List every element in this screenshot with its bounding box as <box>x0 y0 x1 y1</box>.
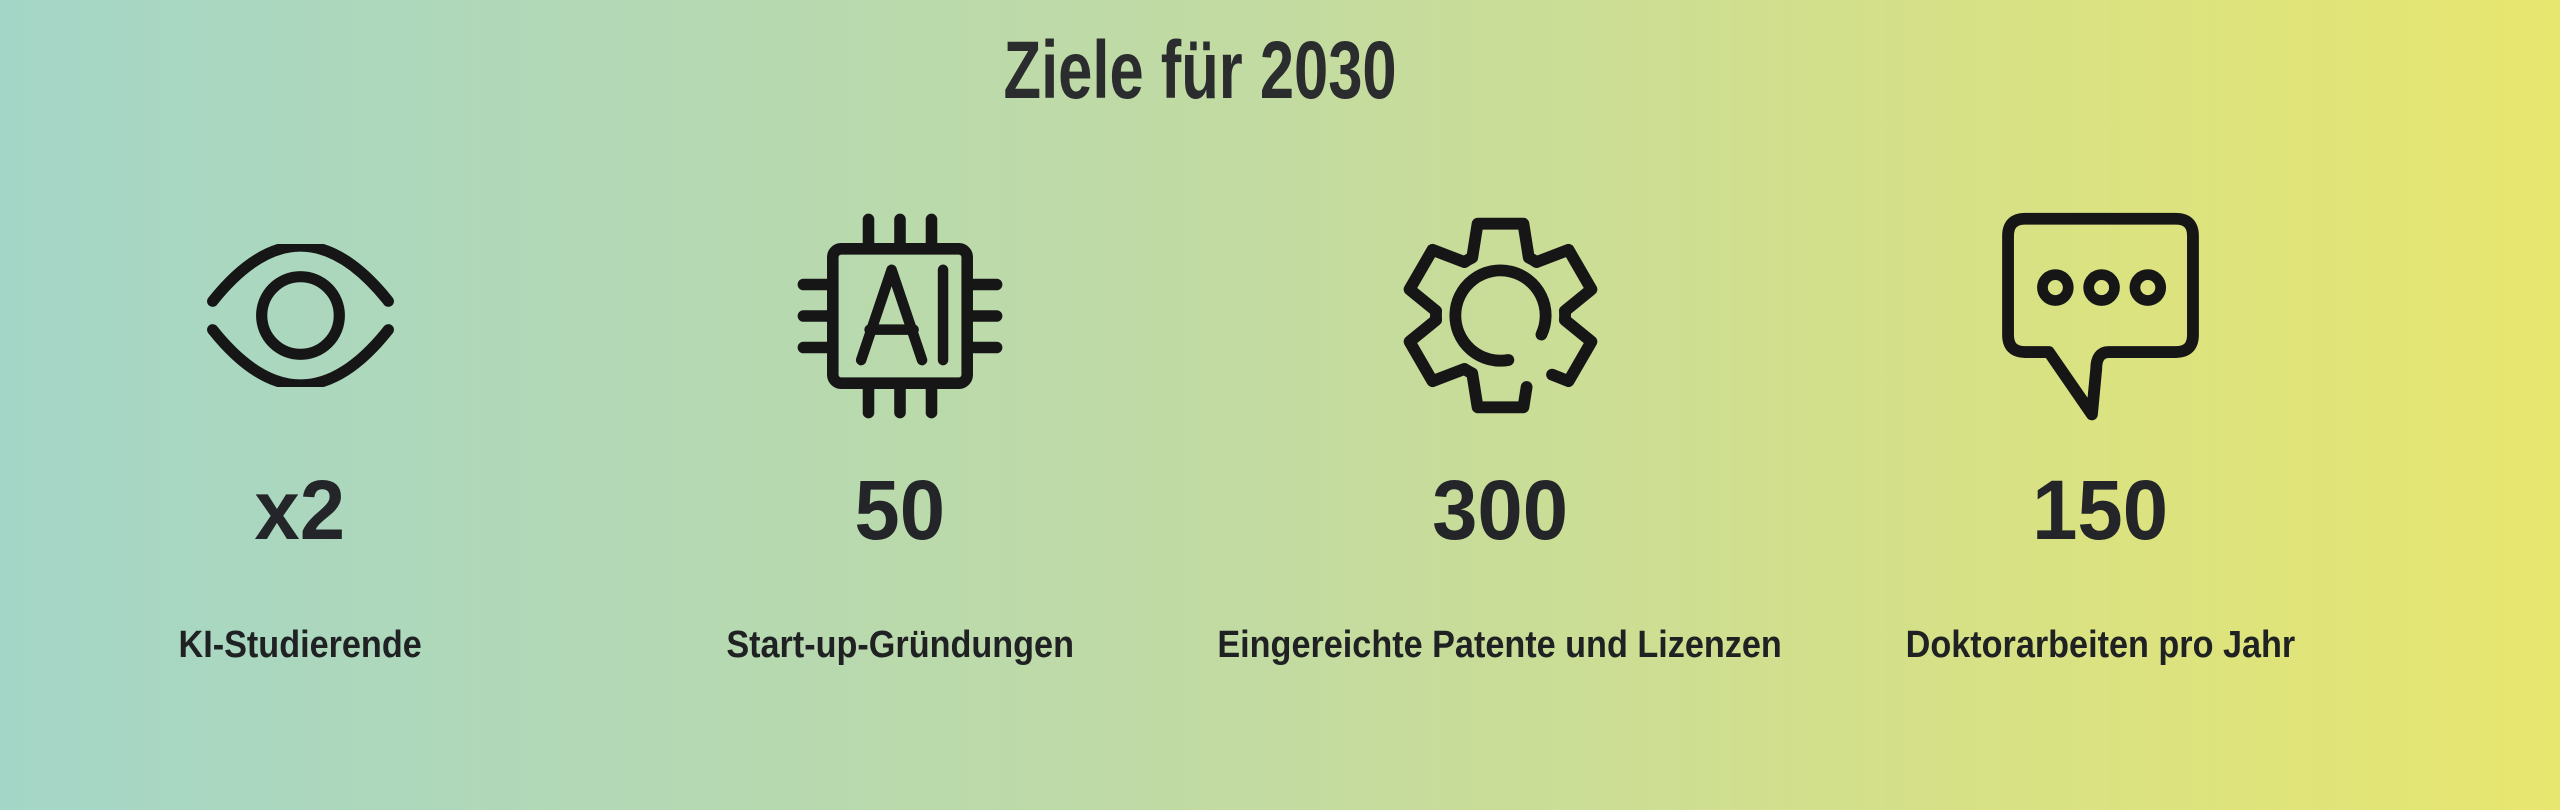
stat-label: Doktorarbeiten pro Jahr <box>1905 624 2295 666</box>
ai-chip-icon <box>795 208 1005 423</box>
eye-icon <box>198 208 403 423</box>
stat-column-startups: 50 Start-up-Gründungen <box>600 208 1200 664</box>
stats-row: x2 KI-Studierende 50 Start-up-Gründungen <box>0 208 2400 664</box>
goals-infographic: Ziele für 2030 x2 KI-Studierende <box>0 25 2400 665</box>
stat-value: 50 <box>854 463 946 557</box>
stat-label: KI-Studierende <box>178 624 422 666</box>
stat-value: 300 <box>1432 463 1568 557</box>
gear-icon <box>1393 208 1608 423</box>
stat-label: Start-up-Gründungen <box>726 624 1074 666</box>
stat-value: 150 <box>2032 463 2168 557</box>
stat-column-patente: 300 Eingereichte Patente und Lizenzen <box>1200 208 1800 664</box>
page-title: Ziele für 2030 <box>1003 25 1397 116</box>
stat-column-ki-studierende: x2 KI-Studierende <box>0 208 600 664</box>
stat-label: Eingereichte Patente und Lizenzen <box>1217 624 1783 666</box>
stat-value: x2 <box>254 463 346 557</box>
stat-column-doktorarbeiten: 150 Doktorarbeiten pro Jahr <box>1800 208 2400 664</box>
speech-bubble-icon <box>1993 208 2208 423</box>
